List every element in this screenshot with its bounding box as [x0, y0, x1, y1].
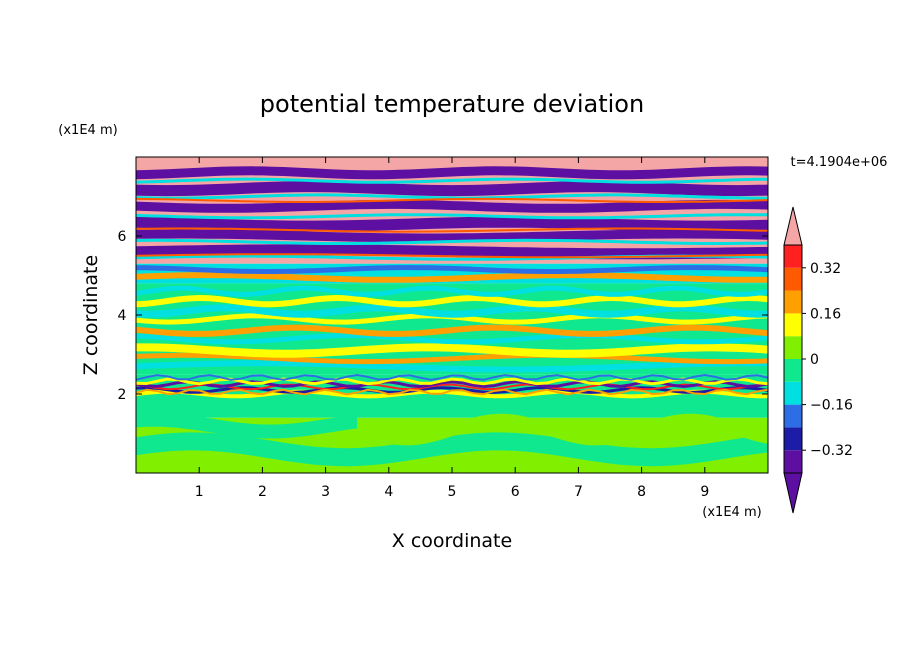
colorbar-bin — [784, 290, 802, 314]
field-streak — [136, 360, 768, 373]
field-streak — [136, 199, 768, 213]
colorbar-tick-label: 0.16 — [810, 306, 841, 322]
x-unit-label: (x1E4 m) — [702, 505, 761, 520]
colorbar-bin — [784, 450, 802, 473]
field-streak — [136, 295, 768, 308]
colorbar-tick-label: −0.32 — [810, 443, 853, 459]
x-axis-label: X coordinate — [392, 530, 512, 552]
field-streak — [136, 166, 768, 180]
field-streak — [136, 265, 768, 274]
colorbar-bin — [784, 336, 802, 359]
x-tick-label: 1 — [195, 484, 204, 500]
x-tick-label: 5 — [448, 484, 457, 500]
field-streak — [136, 253, 768, 259]
field-streak — [136, 380, 768, 388]
x-tick-label: 6 — [511, 484, 520, 500]
field-streak — [136, 374, 768, 381]
field-streak — [136, 285, 768, 297]
chart-title: potential temperature deviation — [260, 90, 644, 118]
x-tick-label: 3 — [321, 484, 330, 500]
contour-field — [136, 157, 768, 473]
colorbar-bin — [784, 427, 802, 451]
x-tick-label: 4 — [384, 484, 393, 500]
colorbar: 0.32 0.16 0 −0.16 −0.32 — [783, 206, 853, 514]
x-tick-label: 9 — [700, 484, 709, 500]
field-streak — [136, 227, 768, 233]
field-streak — [136, 304, 768, 318]
colorbar-bin — [784, 404, 802, 428]
field-streak — [136, 177, 768, 184]
field-streak — [136, 377, 768, 386]
field-streak — [136, 412, 358, 439]
colorbar-bin — [784, 381, 802, 405]
field-streak — [136, 238, 768, 245]
field-streak — [136, 272, 768, 283]
colorbar-bin — [784, 313, 802, 337]
field-band — [136, 394, 768, 418]
y-axis-label: Z coordinate — [80, 255, 102, 375]
field-streak — [136, 388, 768, 396]
colorbar-bin — [784, 245, 802, 268]
y-axis: 2 4 6 — [118, 229, 768, 403]
y-tick-label: 2 — [118, 387, 127, 403]
field-streak — [136, 229, 768, 243]
colorbar-extend-high — [783, 206, 803, 246]
colorbar-bin — [784, 267, 802, 291]
colorbar-tick-label: 0.32 — [810, 261, 841, 277]
colorbar-tick-label: 0 — [810, 352, 819, 368]
y-tick-label: 4 — [118, 308, 127, 324]
colorbar-bin — [784, 359, 802, 382]
field-streak — [136, 343, 768, 358]
field-streak — [136, 197, 768, 203]
field-streak — [136, 213, 768, 220]
time-label: t=4.1904e+06 — [791, 155, 888, 170]
field-streak — [136, 193, 768, 200]
x-tick-label: 7 — [574, 484, 583, 500]
field-streak — [136, 324, 768, 337]
colorbar-extend-low — [783, 472, 803, 514]
x-tick-label: 8 — [637, 484, 646, 500]
field-streak — [357, 413, 768, 446]
field-streak — [136, 181, 768, 197]
y-unit-label: (x1E4 m) — [58, 123, 117, 138]
x-tick-label: 2 — [258, 484, 267, 500]
x-axis: 1 2 3 4 5 6 7 8 9 — [195, 157, 709, 500]
y-tick-label: 6 — [118, 229, 127, 245]
field-streak — [136, 432, 768, 467]
colorbar-tick-label: −0.16 — [810, 398, 853, 414]
